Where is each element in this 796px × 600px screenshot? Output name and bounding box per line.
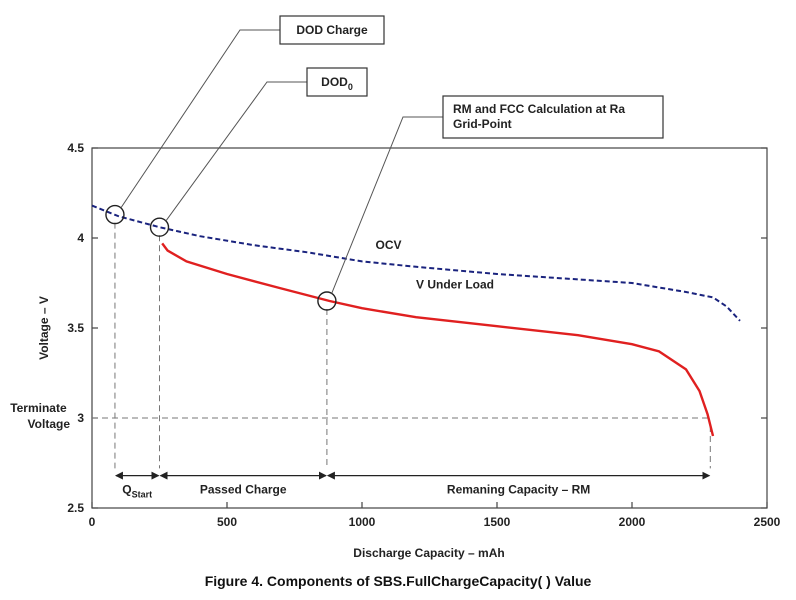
x-tick-label: 1000: [349, 515, 376, 529]
y-tick-label: 3: [77, 411, 84, 425]
plot-frame: [91, 147, 768, 509]
callout-circle-dod0: [149, 217, 170, 237]
x-axis-label: Discharge Capacity – mAh: [353, 546, 504, 560]
callout-box-dod0: [306, 67, 368, 97]
y-axis-ticks: 2.5 3 3.5 4 4.5: [67, 141, 767, 515]
series-label-v-under-load: V Under Load: [416, 277, 494, 291]
span-arrows: QStart Passed Charge Remaning Capacity – R…: [114, 471, 711, 500]
x-tick-label: 2000: [619, 515, 646, 529]
y-tick-label: 2.5: [67, 501, 84, 515]
y-tick-label: 4.5: [67, 141, 84, 155]
span-label-passed-charge: Passed Charge: [200, 483, 287, 497]
callout-label-dod-charge: DOD Charge: [296, 23, 368, 37]
callout-circle-rm-and-fcc-calculation-at-ra-grid-point: [317, 291, 337, 311]
callout-leader-rm-and-fcc-calculation-at-ra-grid-point: [331, 116, 443, 294]
callouts: DOD Charge DOD0 RM and FCC Calculation at …: [105, 15, 664, 311]
series-label-ocv: OCV: [376, 238, 402, 252]
y-tick-label: 3.5: [67, 321, 84, 335]
span-label-qstart: QStart: [122, 483, 152, 500]
callout-box-dod-charge: [279, 15, 385, 45]
callout-box-rm-and-fcc-calculation-at-ra-grid-point: [442, 95, 664, 139]
x-tick-label: 2500: [754, 515, 781, 529]
x-axis-ticks: 0 500 1000 1500 2000 2500: [89, 502, 781, 529]
figure-caption: Figure 4. Components of SBS.FullChargeCa…: [205, 573, 592, 589]
series-ocv-line: [91, 204, 741, 322]
terminate-voltage-label: Terminate Voltage: [10, 401, 70, 431]
span-label-remaning-capacity-rm: Remaning Capacity – RM: [447, 483, 590, 497]
reference-lines: [92, 222, 711, 469]
callout-leader-dod0: [165, 81, 307, 222]
x-tick-label: 1500: [484, 515, 511, 529]
y-tick-label: 4: [77, 231, 84, 245]
callout-leader-dod-charge: [120, 29, 280, 209]
y-axis-label: Voltage – V: [37, 296, 51, 360]
callout-circle-dod-charge: [105, 204, 125, 225]
series-v-under-load-line: [161, 242, 715, 437]
x-tick-label: 500: [217, 515, 237, 529]
callout-label-rm-and-fcc-calculation-at-ra-grid-point: RM and FCC Calculation at Ra Grid-Point: [453, 102, 625, 131]
x-tick-label: 0: [89, 515, 96, 529]
callout-label-dod0: DOD0: [321, 75, 353, 92]
